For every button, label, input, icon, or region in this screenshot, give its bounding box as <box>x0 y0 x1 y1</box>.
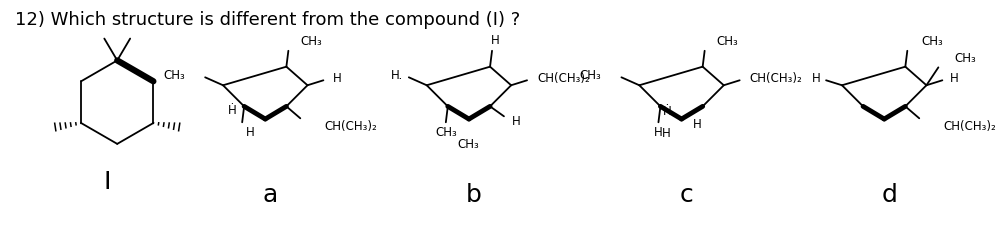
Text: H: H <box>491 34 499 47</box>
Text: c: c <box>680 182 693 206</box>
Text: H: H <box>246 126 255 139</box>
Text: CH₃: CH₃ <box>164 69 185 82</box>
Text: d: d <box>881 182 897 206</box>
Text: I: I <box>104 170 111 194</box>
Text: H: H <box>693 118 702 131</box>
Text: CH₃: CH₃ <box>716 35 738 48</box>
Text: CH(CH₃)₂: CH(CH₃)₂ <box>324 120 377 133</box>
Text: Ḣ: Ḣ <box>662 105 671 118</box>
Text: H: H <box>333 72 342 85</box>
Text: CH(CH₃)₂: CH(CH₃)₂ <box>537 72 590 85</box>
Text: CH₃: CH₃ <box>921 35 943 48</box>
Text: CH₃: CH₃ <box>300 35 322 48</box>
Text: CH₃: CH₃ <box>458 138 480 150</box>
Text: b: b <box>466 182 482 206</box>
Text: a: a <box>263 182 278 206</box>
Text: CH₃: CH₃ <box>435 126 457 139</box>
Text: CH₃: CH₃ <box>955 52 976 65</box>
Text: H: H <box>662 128 671 140</box>
Text: CH₃: CH₃ <box>579 69 602 82</box>
Text: CH(CH₃)₂: CH(CH₃)₂ <box>749 72 803 85</box>
Text: H: H <box>951 72 959 85</box>
Text: H: H <box>812 72 820 85</box>
Text: H.: H. <box>390 69 402 82</box>
Text: H: H <box>512 115 521 128</box>
Text: 12) Which structure is different from the compound (I) ?: 12) Which structure is different from th… <box>15 11 520 29</box>
Text: Ḣ: Ḣ <box>227 104 236 117</box>
Text: CH(CH₃)₂: CH(CH₃)₂ <box>943 120 996 133</box>
Text: H: H <box>654 126 663 139</box>
